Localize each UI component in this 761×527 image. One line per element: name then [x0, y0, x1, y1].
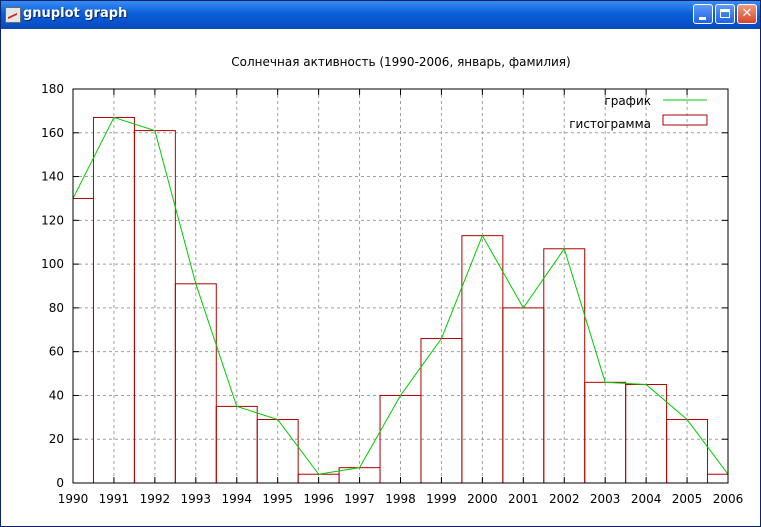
close-icon: ✕: [741, 6, 753, 21]
y-tick-label: 0: [56, 476, 64, 490]
x-tick-label: 2001: [508, 492, 539, 506]
close-button[interactable]: ✕: [737, 4, 757, 24]
x-tick-label: 1991: [99, 492, 130, 506]
x-tick-label: 1997: [344, 492, 375, 506]
maximize-icon: [720, 9, 730, 18]
y-tick-label: 20: [49, 432, 64, 446]
plot-frame: [72, 88, 729, 484]
y-tick-label: 160: [41, 126, 64, 140]
x-tick-label: 2005: [672, 492, 703, 506]
y-tick-label: 80: [49, 301, 64, 315]
y-tick-label: 100: [41, 257, 64, 271]
y-tick-label: 40: [49, 388, 64, 402]
x-tick-label: 1999: [426, 492, 457, 506]
y-axis-ticks: 0 20 40 60 80 100 120 140 160 180: [41, 82, 728, 490]
y-tick-label: 180: [41, 82, 64, 96]
x-tick-label: 2006: [713, 492, 744, 506]
chart-canvas: Солнечная активность (1990-2006, январь,…: [41, 55, 744, 506]
x-tick-label: 1990: [58, 492, 89, 506]
x-axis-ticks: 1990 1991 1992 1993 1994 1995 1996 1997 1998 1999…: [58, 89, 744, 506]
histogram-bar: [72, 197, 94, 484]
legend-swatch-histogram: [662, 114, 708, 126]
x-tick-label: 1998: [385, 492, 416, 506]
x-tick-label: 1996: [303, 492, 334, 506]
x-tick-label: 1992: [140, 492, 171, 506]
series-line-grafik: [72, 116, 729, 475]
y-tick-label: 120: [41, 213, 64, 227]
histogram-bar: [707, 473, 729, 484]
grid-lines: [73, 89, 728, 483]
minimize-icon: [699, 17, 706, 20]
gnuplot-app-icon[interactable]: [5, 7, 21, 23]
legend-label-line: график: [604, 94, 651, 108]
chart-title: Солнечная активность (1990-2006, январь,…: [231, 55, 570, 69]
x-tick-label: 2000: [467, 492, 498, 506]
x-tick-label: 1995: [262, 492, 293, 506]
y-tick-label: 60: [49, 345, 64, 359]
title-bar[interactable]: gnuplot graph ✕: [1, 1, 760, 29]
x-tick-label: 2003: [590, 492, 621, 506]
x-tick-label: 2002: [549, 492, 580, 506]
y-tick-label: 140: [41, 170, 64, 184]
x-tick-label: 1994: [221, 492, 252, 506]
x-tick-label: 2004: [631, 492, 662, 506]
minimize-button[interactable]: [693, 4, 713, 24]
x-tick-label: 1993: [181, 492, 212, 506]
legend-label-histogram: гистограмма: [569, 117, 651, 131]
maximize-button[interactable]: [715, 4, 735, 24]
window-title: gnuplot graph: [23, 6, 128, 21]
legend: график гистограмма: [569, 94, 708, 131]
